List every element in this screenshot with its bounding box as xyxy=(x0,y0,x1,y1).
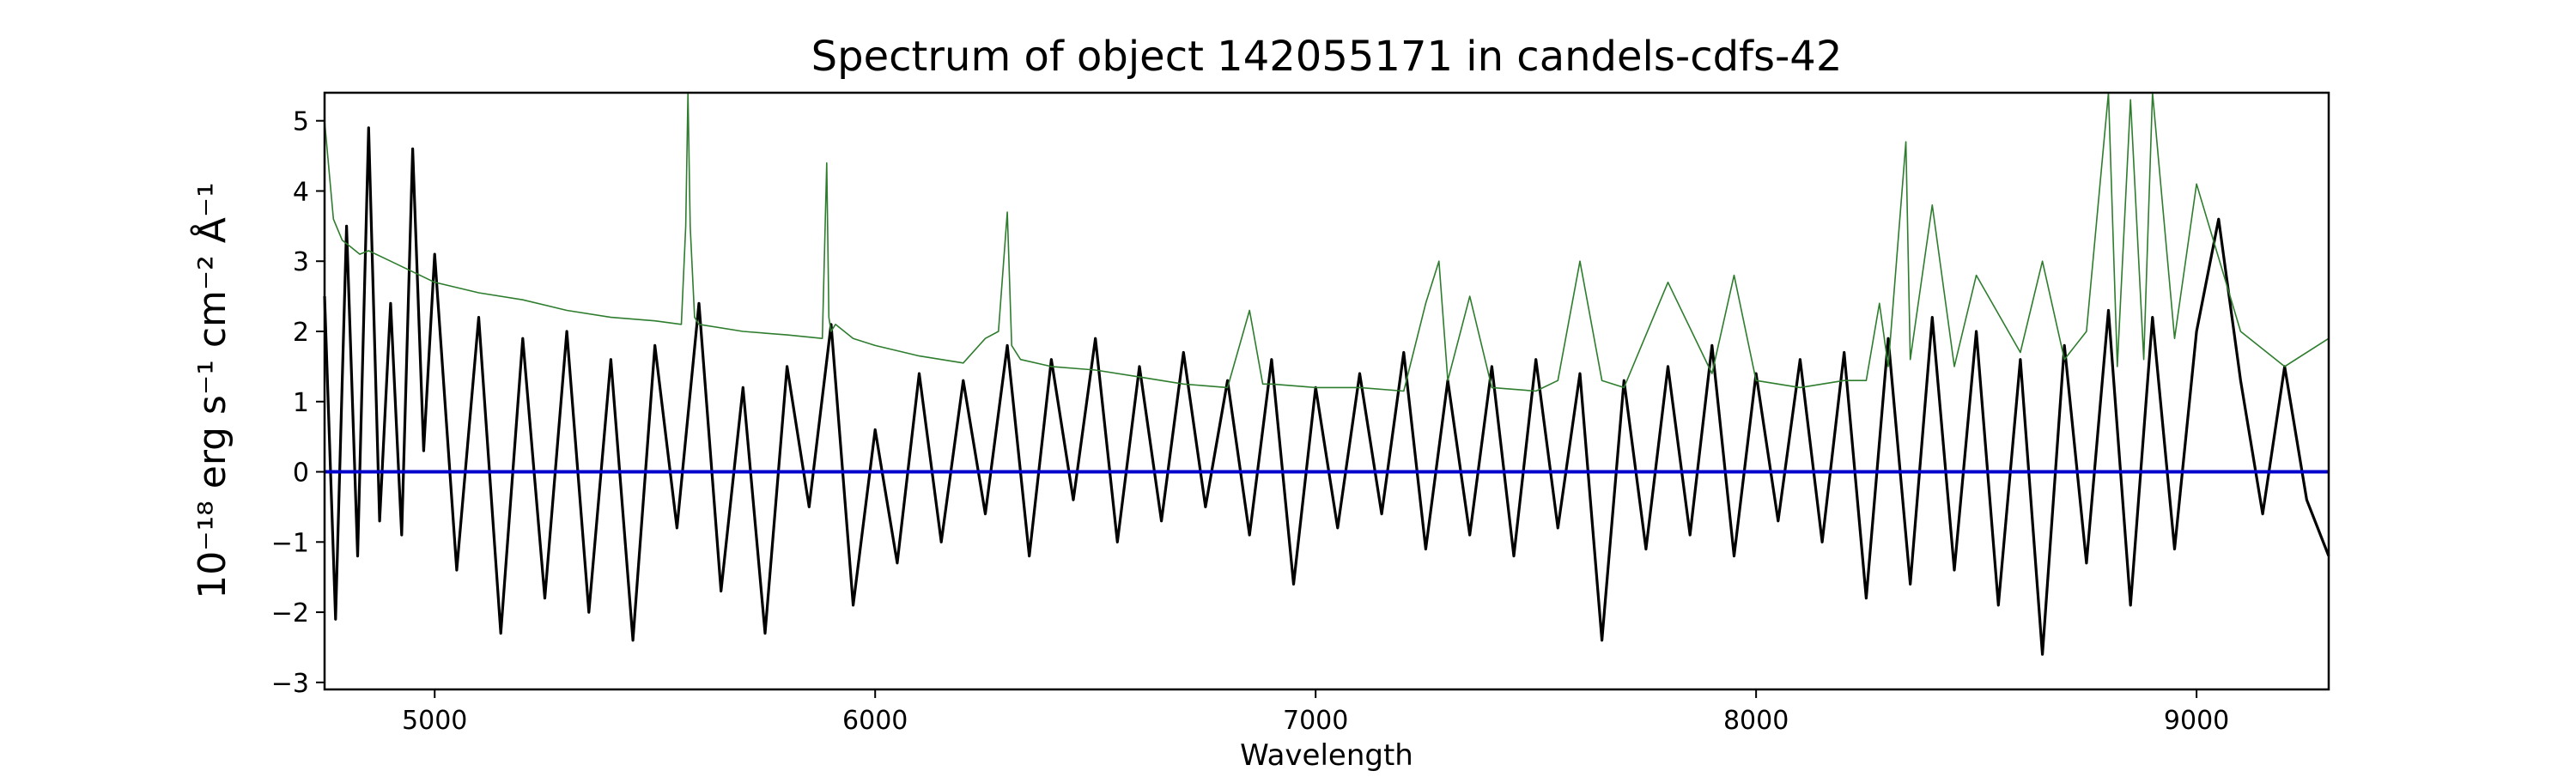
y-tick-label: 3 xyxy=(293,247,309,277)
object-spectrum-line xyxy=(323,126,2330,656)
noise-spectrum-line xyxy=(324,92,2330,392)
y-tick-label: −3 xyxy=(271,669,309,699)
y-tick-label: 5 xyxy=(293,107,309,137)
y-tick-label: −1 xyxy=(271,528,309,558)
x-tick-label: 8000 xyxy=(1723,706,1789,736)
y-tick-label: 1 xyxy=(293,388,309,418)
x-tick-label: 6000 xyxy=(842,706,908,736)
y-axis-label: 10⁻¹⁸ erg s⁻¹ cm⁻² Å⁻¹ xyxy=(189,182,234,598)
chart-title: Spectrum of object 142055171 in candels-… xyxy=(811,33,1843,81)
y-axis: −3 −2 −1 0 1 2 3 4 5 xyxy=(271,107,325,699)
x-axis-label: Wavelength xyxy=(1240,738,1413,773)
y-tick-label: 4 xyxy=(293,177,309,207)
plot-frame xyxy=(323,91,2330,691)
x-tick-label: 5000 xyxy=(402,706,467,736)
plot-area xyxy=(325,93,2329,689)
y-tick-label: 2 xyxy=(293,318,309,348)
x-tick-label: 7000 xyxy=(1283,706,1348,736)
y-tick-label: 0 xyxy=(293,458,309,489)
x-tick-label: 9000 xyxy=(2164,706,2229,736)
x-axis: 5000 6000 7000 8000 9000 xyxy=(402,689,2229,736)
series-layer xyxy=(323,92,2330,656)
y-tick-label: −2 xyxy=(271,598,309,628)
